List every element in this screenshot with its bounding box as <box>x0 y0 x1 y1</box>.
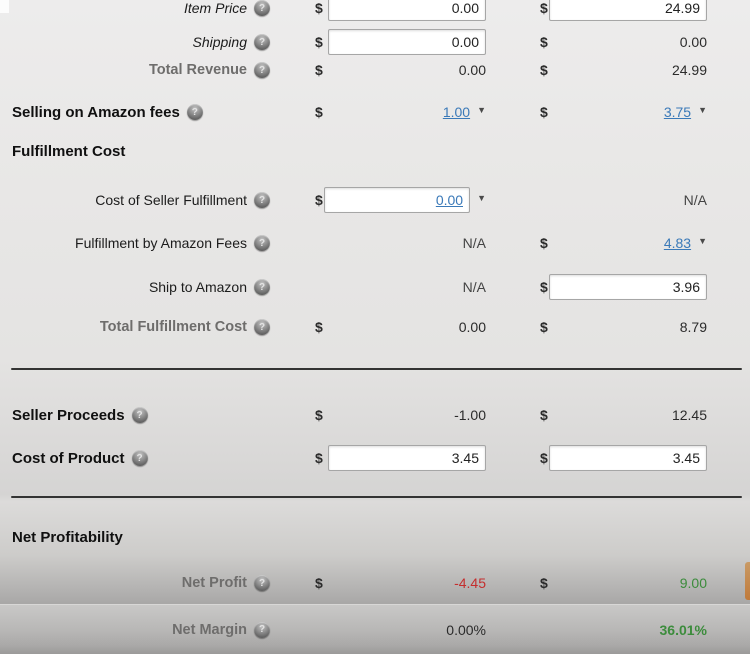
fulfillment-by-amazon-fees-seller-value: N/A <box>462 235 486 251</box>
ship-to-amazon-input[interactable] <box>549 274 707 300</box>
chevron-down-icon[interactable]: ▼ <box>477 193 486 203</box>
currency-symbol: $ <box>315 450 323 466</box>
currency-symbol: $ <box>540 34 548 50</box>
net-profit-label: Net Profit <box>181 575 247 591</box>
currency-symbol: $ <box>315 407 323 423</box>
help-icon[interactable]: ? <box>254 0 270 16</box>
net-profitability-header: Net Profitability <box>12 528 123 546</box>
currency-symbol: $ <box>540 575 548 591</box>
crop-artifact-white-corner <box>0 0 9 13</box>
crop-artifact-orange-edge <box>745 562 750 600</box>
fulfillment-by-amazon-fees-link[interactable]: 4.83 <box>663 235 692 251</box>
help-icon[interactable]: ? <box>131 407 148 423</box>
help-icon[interactable]: ? <box>254 279 270 295</box>
row-item-price: Item Price ? $ $ <box>0 0 750 25</box>
cost-of-seller-fulfillment-input[interactable] <box>324 187 471 213</box>
seller-proceeds-seller-value: -1.00 <box>454 407 486 423</box>
ship-to-amazon-label: Ship to Amazon <box>148 279 247 295</box>
help-icon[interactable]: ? <box>254 62 270 78</box>
currency-symbol: $ <box>540 235 548 251</box>
total-fulfillment-cost-seller-value: 0.00 <box>458 319 486 335</box>
item-price-amazon-input[interactable] <box>549 0 707 21</box>
cost-of-seller-fulfillment-amazon-value: N/A <box>683 192 707 208</box>
chevron-down-icon[interactable]: ▼ <box>477 105 486 115</box>
row-net-margin: Net Margin ? 0.00% 36.01% <box>0 613 750 647</box>
divider <box>11 496 742 498</box>
shipping-seller-input[interactable] <box>328 29 486 55</box>
currency-symbol: $ <box>540 450 548 466</box>
currency-symbol: $ <box>315 104 323 120</box>
row-cost-of-seller-fulfillment: Cost of Seller Fulfillment ? $ ▼ N/A <box>0 183 750 217</box>
currency-symbol: $ <box>315 575 323 591</box>
net-profit-amazon-value: 9.00 <box>679 575 707 591</box>
net-margin-label: Net Margin <box>172 621 247 638</box>
item-price-seller-input[interactable] <box>328 0 486 21</box>
total-revenue-seller-value: 0.00 <box>458 62 486 78</box>
currency-symbol: $ <box>315 192 323 208</box>
cost-of-seller-fulfillment-label: Cost of Seller Fulfillment <box>95 192 247 208</box>
item-price-label: Item Price <box>183 0 247 16</box>
net-profitability-header-row: Net Profitability <box>0 527 750 547</box>
row-fulfillment-by-amazon-fees: Fulfillment by Amazon Fees ? N/A $ 4.83 … <box>0 226 750 260</box>
row-total-revenue: Total Revenue ? $ 0.00 $ 24.99 <box>0 55 750 85</box>
currency-symbol: $ <box>315 34 323 50</box>
row-ship-to-amazon: Ship to Amazon ? N/A $ <box>0 270 750 304</box>
currency-symbol: $ <box>540 407 548 423</box>
cost-of-product-amazon-input[interactable] <box>549 445 707 471</box>
currency-symbol: $ <box>540 319 548 335</box>
divider <box>11 368 742 370</box>
chevron-down-icon[interactable]: ▼ <box>698 105 707 115</box>
row-selling-on-amazon-fees: Selling on Amazon fees ? $ 1.00 ▼ $ 3.75… <box>0 95 750 129</box>
total-fulfillment-cost-label: Total Fulfillment Cost <box>99 319 247 335</box>
help-icon[interactable]: ? <box>254 575 270 591</box>
currency-symbol: $ <box>540 104 548 120</box>
total-revenue-label: Total Revenue <box>148 62 247 78</box>
currency-symbol: $ <box>540 279 548 295</box>
cost-of-product-label: Cost of Product <box>12 449 125 467</box>
selling-fees-label: Selling on Amazon fees <box>12 103 180 121</box>
help-icon[interactable]: ? <box>254 621 270 638</box>
help-icon[interactable]: ? <box>131 450 148 466</box>
net-margin-amazon-value: 36.01% <box>659 621 707 638</box>
net-profit-seller-value: -4.45 <box>454 575 486 591</box>
cost-of-product-seller-input[interactable] <box>328 445 486 471</box>
row-net-profit: Net Profit ? $ -4.45 $ 9.00 <box>0 566 750 600</box>
currency-symbol: $ <box>315 319 323 335</box>
help-icon[interactable]: ? <box>254 192 270 208</box>
row-total-fulfillment-cost: Total Fulfillment Cost ? $ 0.00 $ 8.79 <box>0 310 750 344</box>
total-fulfillment-cost-amazon-value: 8.79 <box>679 319 707 335</box>
fulfillment-cost-header: Fulfillment Cost <box>12 142 126 160</box>
shipping-label: Shipping <box>192 34 248 50</box>
help-icon[interactable]: ? <box>254 319 270 335</box>
row-shipping: Shipping ? $ $ 0.00 <box>0 25 750 59</box>
fulfillment-by-amazon-fees-label: Fulfillment by Amazon Fees <box>75 235 247 251</box>
currency-symbol: $ <box>540 62 548 78</box>
net-margin-footer: Net Margin ? 0.00% 36.01% <box>0 604 750 654</box>
chevron-down-icon[interactable]: ▼ <box>698 236 707 246</box>
row-cost-of-product: Cost of Product ? $ $ <box>0 441 750 475</box>
currency-symbol: $ <box>315 62 323 78</box>
help-icon[interactable]: ? <box>254 235 270 251</box>
shipping-amazon-value: 0.00 <box>679 34 707 50</box>
currency-symbol: $ <box>540 0 548 16</box>
selling-fees-amazon-link[interactable]: 3.75 <box>663 104 692 120</box>
selling-fees-seller-link[interactable]: 1.00 <box>442 104 471 120</box>
total-revenue-amazon-value: 24.99 <box>671 62 707 78</box>
seller-proceeds-amazon-value: 12.45 <box>671 407 707 423</box>
row-seller-proceeds: Seller Proceeds ? $ -1.00 $ 12.45 <box>0 398 750 432</box>
net-margin-seller-value: 0.00% <box>446 621 486 638</box>
fulfillment-cost-header-row: Fulfillment Cost <box>0 141 750 161</box>
seller-proceeds-label: Seller Proceeds <box>12 406 125 424</box>
currency-symbol: $ <box>315 0 323 16</box>
ship-to-amazon-seller-value: N/A <box>462 279 486 295</box>
help-icon[interactable]: ? <box>186 104 203 120</box>
help-icon[interactable]: ? <box>254 34 270 50</box>
